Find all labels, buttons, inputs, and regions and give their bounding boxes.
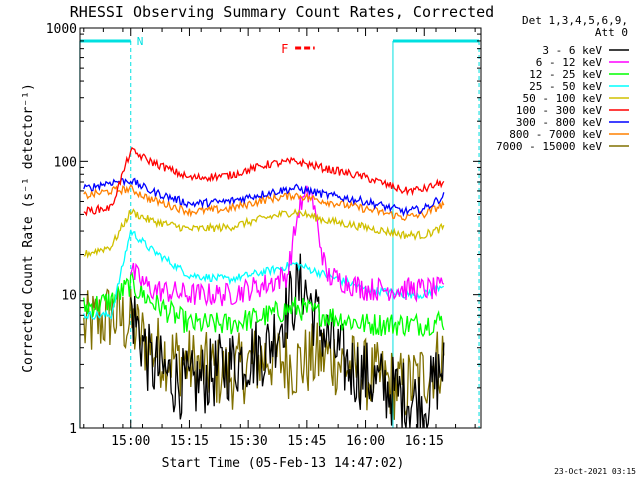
legend-label: 100 - 300 keV	[516, 104, 602, 117]
series-line	[83, 177, 445, 218]
plot-frame	[79, 27, 482, 429]
legend-label: 50 - 100 keV	[523, 92, 603, 105]
y-axis-label: Corrected Count Rate (s⁻¹ detector⁻¹)	[21, 83, 36, 373]
series-line	[83, 146, 445, 217]
x-axis: 15:00 15:15 15:30 15:45 16:00 16:15	[83, 28, 476, 449]
series-line	[83, 229, 445, 320]
series-line	[130, 253, 445, 429]
legend-label: 12 - 25 keV	[529, 68, 602, 81]
night-label: N	[137, 35, 144, 48]
x-tick-label: 16:15	[405, 434, 444, 449]
x-tick-label: 15:00	[111, 434, 150, 449]
legend-header: Det 1,3,4,5,6,9,	[522, 14, 628, 27]
x-axis-label: Start Time (05-Feb-13 14:47:02)	[162, 456, 405, 471]
y-tick-label: 10	[61, 289, 77, 304]
y-tick-label: 100	[54, 155, 77, 170]
x-tick-label: 15:30	[229, 434, 268, 449]
legend-label: 3 - 6 keV	[542, 44, 602, 57]
series-traces	[83, 146, 445, 429]
chart-title: RHESSI Observing Summary Count Rates, Co…	[70, 3, 494, 21]
x-tick-label: 15:45	[287, 434, 326, 449]
legend-label: 300 - 800 keV	[516, 116, 602, 129]
legend-label: 25 - 50 keV	[529, 80, 602, 93]
x-tick-label: 15:15	[170, 434, 209, 449]
series-line	[83, 271, 445, 338]
series-line	[83, 184, 445, 222]
flare-marker: F	[281, 42, 315, 56]
legend-label: 7000 - 15000 keV	[496, 140, 602, 153]
y-tick-label: 1000	[46, 22, 77, 37]
x-tick-label: 16:00	[346, 434, 385, 449]
legend-header: Att 0	[595, 26, 628, 39]
series-line	[83, 208, 445, 259]
y-tick-label: 1	[69, 422, 77, 437]
date-stamp: 23-Oct-2021 03:15	[554, 467, 636, 476]
flare-label: F	[281, 42, 288, 56]
legend-label: 800 - 7000 keV	[509, 128, 602, 141]
y-axis: 1 10 100 1000	[46, 22, 481, 437]
legend-label: 6 - 12 keV	[536, 56, 603, 69]
series-line	[130, 185, 445, 307]
